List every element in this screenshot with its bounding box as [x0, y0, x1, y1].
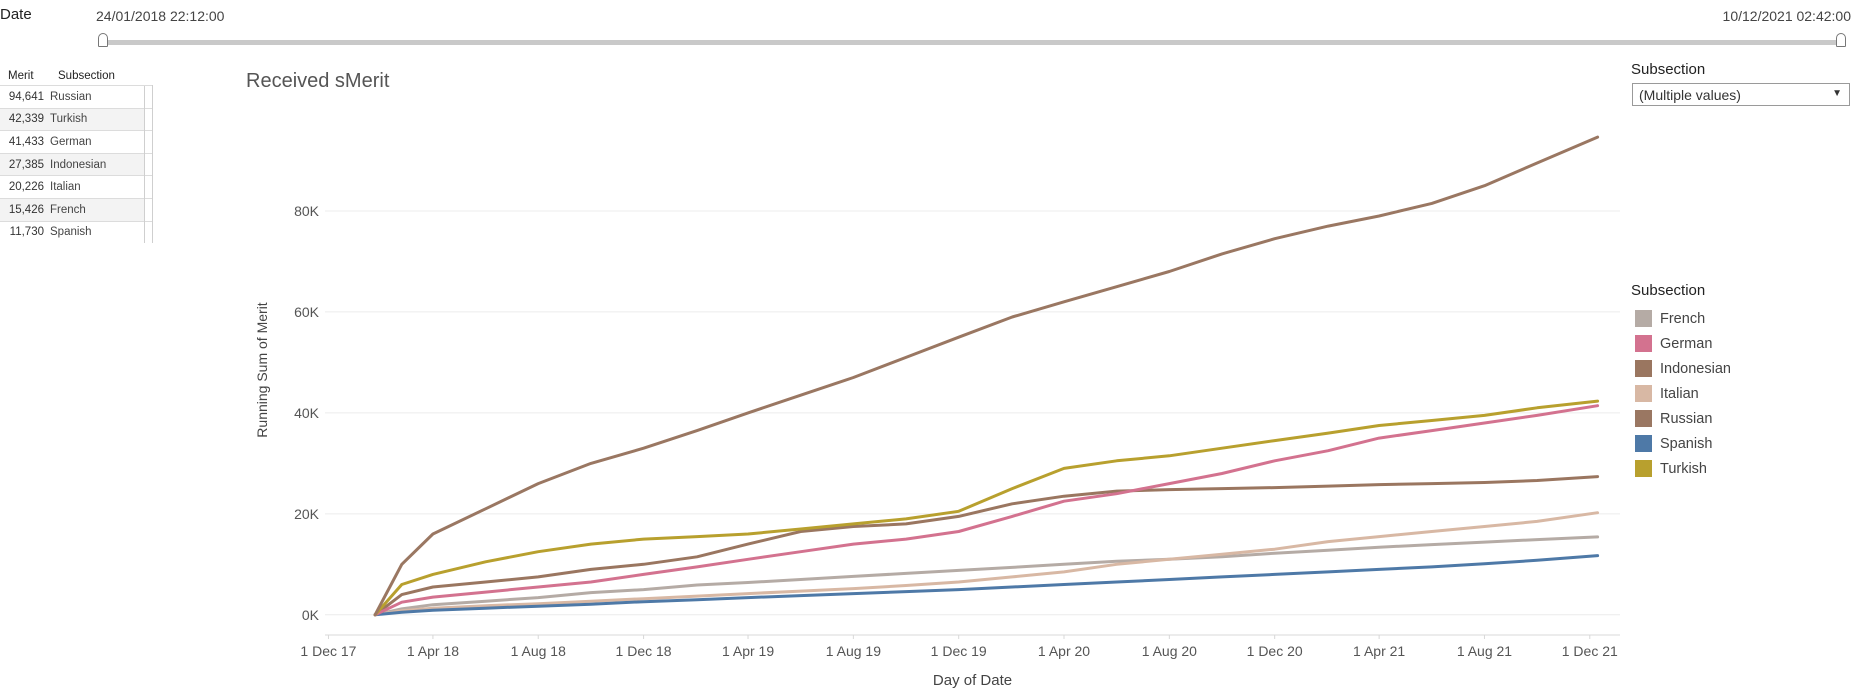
series-line-french[interactable] — [373, 535, 1600, 617]
x-tick-label: 1 Aug 21 — [1457, 643, 1512, 659]
legend-swatch — [1635, 460, 1652, 477]
series-line-indonesian[interactable] — [373, 475, 1600, 617]
x-tick-label: 1 Apr 19 — [722, 643, 774, 659]
legend-swatch — [1635, 410, 1652, 427]
legend-title: Subsection — [1631, 282, 1706, 299]
y-tick-label: 20K — [294, 506, 320, 522]
merit-value: 42,339 — [0, 107, 50, 131]
series-line-turkish[interactable] — [373, 399, 1600, 617]
table-column-divider — [144, 85, 153, 109]
legend-item-french[interactable]: French — [1635, 306, 1731, 331]
table-row[interactable]: 15,426 French — [0, 197, 153, 222]
table-column-divider — [144, 107, 153, 131]
x-tick-label: 1 Dec 17 — [300, 643, 356, 659]
x-tick-label: 1 Apr 21 — [1353, 643, 1405, 659]
y-axis-title: Running Sum of Merit — [254, 302, 270, 438]
legend-label: German — [1660, 335, 1713, 352]
legend-swatch — [1635, 310, 1652, 327]
merit-value: 15,426 — [0, 197, 50, 222]
subsection-name: French — [50, 197, 145, 222]
subsection-filter-value: (Multiple values) — [1639, 87, 1741, 103]
x-tick-label: 1 Aug 19 — [826, 643, 881, 659]
table-row[interactable]: 41,433 German — [0, 130, 153, 154]
date-slider-start-handle[interactable] — [98, 33, 108, 47]
x-tick-label: 1 Dec 18 — [616, 643, 672, 659]
x-tick-label: 1 Aug 18 — [511, 643, 566, 659]
merit-value: 11,730 — [0, 220, 50, 244]
date-filter-label: Date — [0, 6, 32, 23]
legend-label: Spanish — [1660, 435, 1713, 452]
legend-label: Indonesian — [1660, 360, 1731, 377]
date-slider-end-handle[interactable] — [1836, 33, 1846, 47]
table-column-divider — [144, 130, 153, 154]
table-column-divider — [144, 175, 153, 199]
date-range-end: 10/12/2021 02:42:00 — [1722, 8, 1851, 24]
legend-item-german[interactable]: German — [1635, 331, 1731, 356]
merit-column-header: Merit — [8, 69, 34, 82]
subsection-name: Turkish — [50, 107, 145, 131]
legend-label: Russian — [1660, 410, 1713, 427]
table-row[interactable]: 94,641 Russian — [0, 85, 153, 109]
y-tick-label: 0K — [302, 607, 320, 623]
y-tick-label: 80K — [294, 203, 320, 219]
dropdown-arrow-icon: ▼ — [1832, 88, 1842, 99]
legend-label: Italian — [1660, 385, 1699, 402]
table-column-divider — [144, 197, 153, 222]
subsection-name: Indonesian — [50, 152, 145, 176]
legend-label: French — [1660, 310, 1706, 327]
subsection-name: Italian — [50, 175, 145, 199]
legend-swatch — [1635, 360, 1652, 377]
x-tick-label: 1 Dec 21 — [1562, 643, 1618, 659]
y-tick-label: 40K — [294, 405, 320, 421]
table-column-divider — [144, 152, 153, 176]
date-range-slider[interactable] — [102, 40, 1840, 45]
chart-legend: French German Indonesian Italian Russian Span… — [1635, 306, 1731, 481]
subsection-name: German — [50, 130, 145, 154]
date-range-start: 24/01/2018 22:12:00 — [96, 8, 225, 24]
subsection-name: Russian — [50, 85, 145, 109]
merit-value: 20,226 — [0, 175, 50, 199]
subsection-filter-dropdown[interactable]: (Multiple values) ▼ — [1632, 83, 1850, 106]
series-line-italian[interactable] — [373, 511, 1600, 617]
table-column-divider — [144, 220, 153, 244]
x-tick-label: 1 Apr 18 — [407, 643, 459, 659]
table-row[interactable]: 20,226 Italian — [0, 175, 153, 199]
x-tick-label: 1 Apr 20 — [1038, 643, 1090, 659]
subsection-name: Spanish — [50, 220, 145, 244]
subsection-column-header: Subsection — [58, 69, 115, 82]
merit-summary-table: Merit Subsection 94,641 Russian 42,339 Turk… — [0, 66, 153, 244]
x-tick-label: 1 Dec 19 — [931, 643, 987, 659]
series-line-spanish[interactable] — [373, 554, 1600, 617]
legend-item-spanish[interactable]: Spanish — [1635, 431, 1731, 456]
legend-item-indonesian[interactable]: Indonesian — [1635, 356, 1731, 381]
x-axis-title: Day of Date — [933, 672, 1012, 689]
merit-value: 27,385 — [0, 152, 50, 176]
legend-label: Turkish — [1660, 460, 1707, 477]
merit-value: 94,641 — [0, 85, 50, 109]
series-line-russian[interactable] — [373, 135, 1600, 617]
series-line-german[interactable] — [373, 404, 1600, 617]
legend-item-italian[interactable]: Italian — [1635, 381, 1731, 406]
legend-item-russian[interactable]: Russian — [1635, 406, 1731, 431]
subsection-filter-label: Subsection — [1631, 61, 1706, 78]
table-row[interactable]: 11,730 Spanish — [0, 220, 153, 244]
table-row[interactable]: 27,385 Indonesian — [0, 152, 153, 176]
x-tick-label: 1 Dec 20 — [1247, 643, 1303, 659]
legend-swatch — [1635, 435, 1652, 452]
y-tick-label: 60K — [294, 304, 320, 320]
chart-title: Received sMerit — [246, 70, 390, 92]
x-tick-label: 1 Aug 20 — [1142, 643, 1197, 659]
legend-swatch — [1635, 385, 1652, 402]
table-row[interactable]: 42,339 Turkish — [0, 107, 153, 131]
legend-swatch — [1635, 335, 1652, 352]
merit-value: 41,433 — [0, 130, 50, 154]
legend-item-turkish[interactable]: Turkish — [1635, 456, 1731, 481]
